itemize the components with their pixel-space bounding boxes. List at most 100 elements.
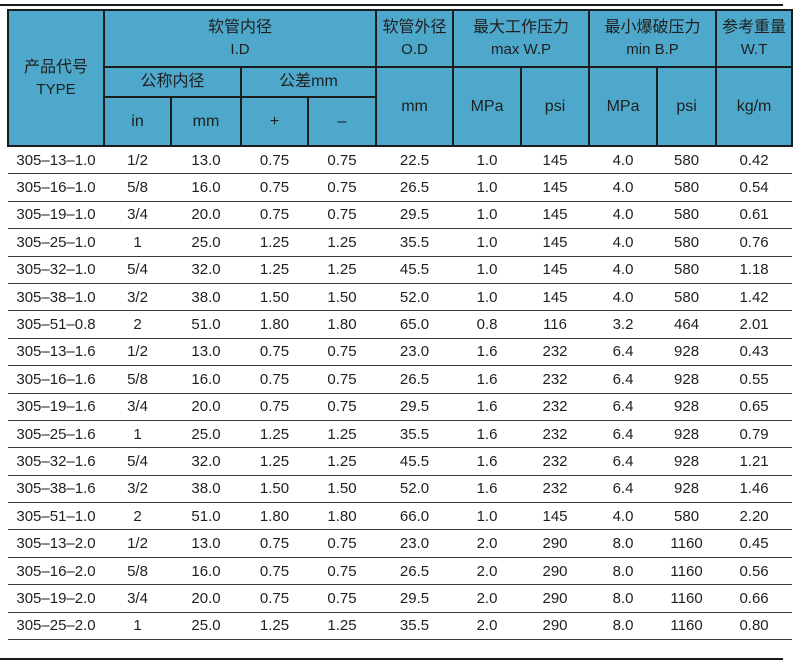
cell-id_mm: 16.0: [171, 557, 241, 586]
cell-id_mm: 38.0: [171, 475, 241, 504]
cell-tol_minus: 1.25: [308, 447, 377, 476]
cell-bp_psi: 1160: [657, 612, 717, 641]
cell-bp_mpa: 4.0: [589, 256, 658, 284]
cell-bp_mpa: 4.0: [589, 146, 658, 175]
cell-od_mm: 35.5: [376, 612, 454, 641]
col-header-type: 产品代号 TYPE: [7, 9, 105, 147]
cell-type: 305–25–1.0: [8, 228, 104, 257]
cell-bp_mpa: 6.4: [589, 338, 658, 367]
cell-od_mm: 52.0: [376, 283, 454, 312]
cell-wp_mpa: 1.6: [453, 420, 522, 449]
col-header-id-in: in: [103, 96, 172, 147]
cell-wp_mpa: 1.0: [453, 228, 522, 257]
cell-bp_psi: 928: [657, 338, 717, 367]
cell-id_mm: 20.0: [171, 201, 241, 230]
cell-tol_plus: 1.25: [241, 256, 308, 284]
cell-wt_kgm: 0.42: [716, 146, 793, 175]
cell-id_in: 1/2: [104, 529, 171, 558]
cell-tol_minus: 1.80: [308, 310, 377, 339]
table-row: 305–16–2.0 5/8 16.0 0.75 0.75 26.5 2.0 290 8.0 11…: [8, 557, 793, 586]
cell-od_mm: 26.5: [376, 365, 454, 394]
cell-wp_mpa: 1.0: [453, 283, 522, 312]
cell-wp_psi: 290: [521, 584, 590, 613]
cell-od_mm: 45.5: [376, 447, 454, 476]
col-header-wp-mpa: MPa: [452, 66, 523, 147]
cell-type: 305–32–1.0: [8, 256, 104, 284]
cell-wp_mpa: 1.0: [453, 256, 522, 284]
cell-bp_mpa: 8.0: [589, 529, 658, 558]
col-header-wt-zh: 参考重量: [722, 19, 787, 37]
cell-bp_mpa: 8.0: [589, 584, 658, 613]
col-header-nominal: 公称内径: [103, 66, 242, 98]
cell-bp_mpa: 4.0: [589, 228, 658, 257]
cell-type: 305–25–1.6: [8, 420, 104, 449]
cell-wp_psi: 145: [521, 256, 590, 284]
cell-od_mm: 26.5: [376, 173, 454, 202]
cell-tol_plus: 0.75: [241, 201, 308, 230]
cell-wp_mpa: 1.0: [453, 502, 522, 531]
cell-tol_plus: 1.25: [241, 447, 308, 476]
table-row: 305–16–1.0 5/8 16.0 0.75 0.75 26.5 1.0 145 4.0 58…: [8, 173, 793, 202]
cell-tol_minus: 0.75: [308, 557, 377, 586]
cell-tol_plus: 0.75: [241, 173, 308, 202]
cell-bp_psi: 1160: [657, 529, 717, 558]
cell-type: 305–51–0.8: [8, 310, 104, 339]
cell-id_mm: 38.0: [171, 283, 241, 312]
table-row: 305–19–1.0 3/4 20.0 0.75 0.75 29.5 1.0 145 4.0 58…: [8, 201, 793, 230]
table-row: 305–16–1.6 5/8 16.0 0.75 0.75 26.5 1.6 232 6.4 92…: [8, 365, 793, 394]
table-row: 305–13–1.6 1/2 13.0 0.75 0.75 23.0 1.6 232 6.4 92…: [8, 338, 793, 367]
table-row: 305–25–1.6 1 25.0 1.25 1.25 35.5 1.6 232 6.4 928 0…: [8, 420, 793, 449]
cell-wt_kgm: 1.21: [716, 447, 793, 476]
cell-id_in: 5/8: [104, 557, 171, 586]
cell-id_mm: 32.0: [171, 447, 241, 476]
cell-type: 305–16–1.6: [8, 365, 104, 394]
cell-wp_mpa: 1.6: [453, 447, 522, 476]
cell-wp_mpa: 1.6: [453, 393, 522, 421]
cell-tol_plus: 1.80: [241, 502, 308, 531]
cell-wp_psi: 145: [521, 228, 590, 257]
cell-wp_mpa: 2.0: [453, 529, 522, 558]
cell-id_in: 3/4: [104, 393, 171, 421]
cell-type: 305–16–1.0: [8, 173, 104, 202]
cell-tol_plus: 0.75: [241, 338, 308, 367]
cell-id_mm: 25.0: [171, 420, 241, 449]
cell-id_in: 1: [104, 228, 171, 257]
cell-bp_psi: 580: [657, 502, 717, 531]
cell-bp_psi: 1160: [657, 557, 717, 586]
table-row: 305–25–2.0 1 25.0 1.25 1.25 35.5 2.0 290 8.0 1160…: [8, 612, 793, 641]
cell-id_in: 1/2: [104, 338, 171, 367]
cell-id_in: 5/4: [104, 447, 171, 476]
cell-od_mm: 22.5: [376, 146, 454, 175]
cell-type: 305–19–1.6: [8, 393, 104, 421]
cell-wp_mpa: 1.0: [453, 173, 522, 202]
cell-bp_mpa: 6.4: [589, 447, 658, 476]
cell-id_in: 2: [104, 310, 171, 339]
col-header-id: 软管内径 I.D: [102, 9, 378, 68]
cell-type: 305–13–2.0: [8, 529, 104, 558]
cell-wp_mpa: 1.6: [453, 475, 522, 504]
table-row: 305–19–1.6 3/4 20.0 0.75 0.75 29.5 1.6 232 6.4 92…: [8, 393, 793, 421]
cell-bp_mpa: 6.4: [589, 475, 658, 504]
col-header-min-bp: 最小爆破压力 min B.P: [588, 9, 718, 68]
cell-wp_psi: 145: [521, 201, 590, 230]
spec-table-header: 产品代号 TYPE 软管内径 I.D 软管外径 O.D 最大工作压力 max W…: [7, 9, 794, 147]
cell-tol_plus: 1.25: [241, 228, 308, 257]
col-header-max-wp-en: max W.P: [491, 41, 552, 59]
cell-od_mm: 29.5: [376, 393, 454, 421]
cell-tol_minus: 1.25: [308, 612, 377, 641]
table-row: 305–13–2.0 1/2 13.0 0.75 0.75 23.0 2.0 290 8.0 11…: [8, 529, 793, 558]
cell-tol_minus: 0.75: [308, 393, 377, 421]
cell-id_in: 3/4: [104, 201, 171, 230]
cell-bp_psi: 928: [657, 365, 717, 394]
cell-wp_psi: 116: [521, 310, 590, 339]
cell-wt_kgm: 2.20: [716, 502, 793, 531]
cell-od_mm: 35.5: [376, 420, 454, 449]
bottom-rule: [0, 658, 783, 660]
cell-wp_mpa: 1.6: [453, 365, 522, 394]
col-header-tol-minus: –: [306, 96, 378, 147]
col-header-wt-unit: kg/m: [715, 66, 794, 147]
cell-bp_mpa: 6.4: [589, 393, 658, 421]
cell-type: 305–19–1.0: [8, 201, 104, 230]
cell-wt_kgm: 0.80: [716, 612, 793, 641]
